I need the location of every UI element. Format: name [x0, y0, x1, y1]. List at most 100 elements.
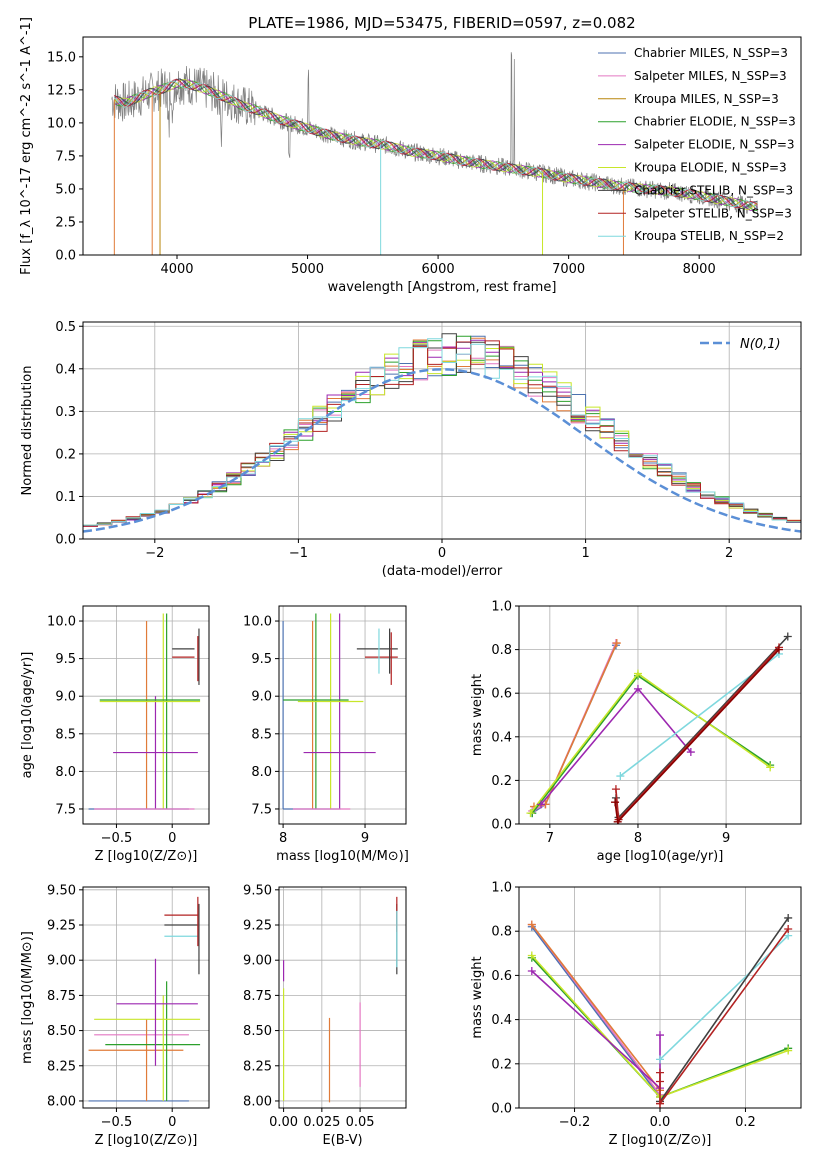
data-point-marker	[656, 1031, 664, 1040]
x-tick-label: 0.025	[303, 1115, 340, 1130]
y-tick-label: 8.75	[243, 989, 272, 1004]
massweight-age-panel: 7 8 9 0.0 0.2 0.4 0.6 0.8 1.0 age [log10(age/yr)]…	[470, 600, 802, 864]
data-point-marker	[612, 639, 621, 648]
y-tick-label: 0.0	[491, 818, 512, 833]
data-point-marker	[784, 913, 793, 922]
data-point-marker	[656, 1068, 664, 1077]
y-tick-label: 8.50	[47, 1024, 76, 1039]
x-axis-label: Z [log10(Z/Z⊙)]	[609, 1133, 712, 1148]
y-tick-label: 9.0	[55, 690, 76, 705]
mass-weight-line	[531, 970, 661, 1090]
y-tick-label: 10.0	[243, 615, 272, 630]
x-tick-label: 0	[168, 1115, 176, 1130]
data-point-marker	[527, 966, 536, 975]
y-tick-label: 8.00	[47, 1094, 76, 1109]
data-point-marker	[616, 772, 625, 781]
y-tick-label: 1.0	[491, 600, 512, 615]
data-point-marker	[633, 669, 642, 678]
x-tick-label: −0.2	[559, 1115, 591, 1130]
y-tick-label: 8.5	[251, 727, 272, 742]
x-tick-label: 1	[581, 546, 589, 561]
x-tick-label: 5000	[291, 262, 324, 277]
y-tick-label: 5.0	[55, 182, 76, 197]
y-axis-label: Normed distribution	[20, 366, 35, 496]
residuals-plot-area	[83, 333, 801, 533]
observed-spectrum-line	[111, 52, 759, 214]
x-axis-label: Z [log10(Z/Z⊙)]	[95, 1133, 198, 1148]
x-tick-label: 0	[168, 831, 176, 846]
axes-frame	[518, 605, 802, 825]
gaussian-reference-line	[83, 368, 801, 533]
x-tick-label: 7	[546, 831, 554, 846]
data-point-marker	[784, 924, 793, 933]
legend-label: Chabrier MILES, N_SSP=3	[634, 46, 788, 60]
data-point-marker	[774, 645, 783, 654]
massweight-Z-panel: −0.2 0.0 0.2 0.0 0.2 0.4 0.6 0.8 1.0 Z [log10(Z/Z…	[470, 881, 802, 1148]
age-Z-plot-area	[88, 613, 201, 810]
y-tick-label: 9.5	[55, 652, 76, 667]
spectrum-panel: 4000 5000 6000 7000 8000 0.0 2.5 5.0 7.5 10.0 12.5…	[19, 14, 802, 295]
x-tick-label: 7000	[552, 262, 585, 277]
data-point-marker	[656, 1055, 664, 1064]
x-axis-label: age [log10(age/yr)]	[597, 849, 724, 864]
data-point-marker	[783, 632, 792, 641]
y-tick-label: 8.25	[243, 1059, 272, 1074]
x-tick-label: 4000	[160, 262, 193, 277]
y-tick-label: 9.25	[47, 919, 76, 934]
model-spectrum-line	[114, 80, 758, 211]
age-mass-panel: 8 9 7.5 8.0 8.5 9.0 9.5 10.0 mass [log10(M/M⊙)]	[243, 605, 409, 864]
y-tick-label: 7.5	[251, 802, 272, 817]
mass-ebv-panel: 0.00 0.025 0.05 8.00 8.25 8.50 8.75 9.00 9.25 9.5…	[243, 883, 407, 1148]
y-tick-label: 8.0	[251, 765, 272, 780]
y-tick-label: 9.50	[47, 883, 76, 898]
y-tick-label: 9.5	[251, 652, 272, 667]
legend-label: Salpeter MILES, N_SSP=3	[634, 69, 787, 83]
data-point-marker	[686, 748, 695, 757]
y-tick-label: 1.0	[491, 881, 512, 896]
x-tick-label: 8	[634, 831, 642, 846]
y-tick-label: 10.0	[47, 615, 76, 630]
massweight-age-plot-area	[526, 632, 792, 824]
legend-label: Salpeter ELODIE, N_SSP=3	[634, 138, 795, 152]
legend-label: N(0,1)	[740, 337, 781, 352]
mass-weight-line	[659, 928, 789, 1105]
y-tick-label: 0.2	[491, 1057, 512, 1072]
legend-label: Chabrier STELIB, N_SSP=3	[634, 183, 793, 197]
spectrum-plot-area	[111, 52, 759, 255]
axes-frame	[278, 605, 407, 825]
y-tick-label: 10.0	[47, 116, 76, 131]
mass-ebv-plot-area	[282, 896, 398, 1103]
x-axis-label: Z [log10(Z/Z⊙)]	[95, 849, 198, 864]
x-tick-label: 8000	[683, 262, 716, 277]
y-tick-label: 0.4	[55, 362, 76, 377]
y-axis-label: mass [log10(M/M⊙)]	[20, 931, 35, 1064]
mass-weight-line	[615, 635, 789, 820]
y-tick-label: 0.4	[491, 1013, 512, 1028]
mass-Z-panel: −0.5 0 8.00 8.25 8.50 8.75 9.00 9.25 9.50 Z [log1…	[20, 883, 210, 1148]
y-tick-label: 7.5	[55, 802, 76, 817]
y-tick-label: 8.50	[243, 1024, 272, 1039]
x-axis-label: E(B-V)	[322, 1133, 362, 1148]
y-axis-label: Flux [f_λ 10^-17 erg cm^-2 s^-1 A^-1]	[19, 17, 34, 275]
y-tick-label: 0.2	[491, 774, 512, 789]
y-tick-label: 0.6	[491, 969, 512, 984]
data-point-marker	[633, 684, 642, 693]
axes-frame	[82, 36, 802, 256]
y-axis-label: mass weight	[470, 674, 485, 756]
y-tick-label: 8.5	[55, 727, 76, 742]
y-tick-label: 0.0	[491, 1102, 512, 1117]
legend-label: Kroupa ELODIE, N_SSP=3	[634, 161, 787, 175]
x-tick-label: 0.2	[735, 1115, 756, 1130]
mass-weight-line	[659, 917, 789, 1102]
x-tick-label: 0.05	[346, 1115, 375, 1130]
data-point-marker	[527, 951, 536, 960]
y-tick-label: 0.8	[491, 925, 512, 940]
x-tick-label: −0.5	[101, 831, 133, 846]
x-tick-label: −0.5	[101, 1115, 133, 1130]
x-axis-label: mass [log10(M/M⊙)]	[276, 849, 409, 864]
model-spectrum-line	[113, 80, 758, 210]
y-tick-label: 0.5	[55, 320, 76, 335]
data-point-marker	[784, 1046, 793, 1055]
y-tick-label: 8.75	[47, 989, 76, 1004]
